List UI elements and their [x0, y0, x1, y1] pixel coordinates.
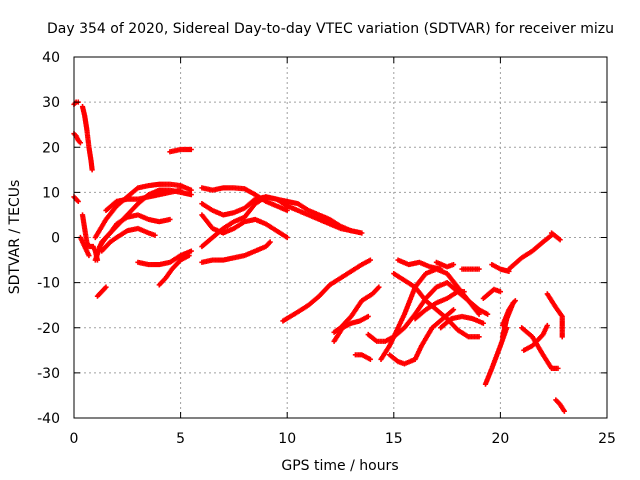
- data-point: [557, 237, 563, 243]
- x-tick-label: 20: [491, 431, 509, 447]
- data-point: [86, 252, 92, 259]
- x-tick-labels: 0 5 10 15 20 25: [70, 431, 616, 447]
- x-tick-label: 25: [598, 431, 616, 447]
- y-tick-labels: -40 -30 -20 -10 0 10 20 30 40: [37, 50, 60, 427]
- axis-ticks: [73, 56, 608, 419]
- y-tick-label: 40: [42, 50, 60, 66]
- data-point: [167, 216, 173, 223]
- data-point: [476, 266, 482, 272]
- data-point: [267, 239, 273, 245]
- y-tick-label: 30: [42, 95, 60, 111]
- data-point: [476, 334, 482, 340]
- data-point: [559, 334, 565, 340]
- data-point: [188, 187, 194, 193]
- data-point: [365, 313, 371, 320]
- y-tick-label: -10: [37, 276, 60, 292]
- data-point: [152, 232, 158, 238]
- x-tick-label: 10: [278, 431, 296, 447]
- data-point: [186, 252, 192, 259]
- y-tick-label: 0: [51, 231, 60, 247]
- data-point: [367, 257, 373, 263]
- x-tick-label: 15: [385, 431, 403, 447]
- x-axis-label: GPS time / hours: [281, 458, 398, 474]
- y-tick-label: -30: [37, 366, 60, 382]
- x-tick-label: 0: [70, 431, 79, 447]
- data-point: [188, 192, 194, 198]
- data-point: [480, 320, 486, 326]
- data-point: [376, 284, 382, 290]
- y-axis-label: SDTVAR / TECUs: [7, 180, 23, 295]
- data-point: [188, 248, 194, 254]
- data-point: [461, 289, 467, 295]
- data-point: [89, 167, 95, 173]
- data-point: [544, 322, 550, 329]
- data-point: [178, 187, 184, 193]
- x-tick-label: 5: [176, 431, 185, 447]
- data-marks: [71, 99, 567, 414]
- data-point: [485, 311, 491, 317]
- data-point: [367, 356, 373, 362]
- grid: [74, 57, 607, 418]
- data-point: [77, 140, 83, 146]
- data-point: [348, 228, 354, 234]
- data-point: [188, 146, 194, 153]
- data-point: [450, 261, 457, 268]
- data-point: [476, 311, 482, 317]
- y-tick-label: -20: [37, 321, 60, 337]
- data-point: [450, 307, 457, 313]
- data-point: [103, 284, 109, 290]
- data-point: [510, 300, 516, 306]
- data-point: [497, 289, 503, 295]
- data-point: [284, 234, 290, 241]
- data-point: [284, 207, 290, 214]
- data-point: [75, 198, 81, 204]
- data-point: [555, 365, 561, 371]
- y-tick-label: 10: [42, 185, 60, 201]
- data-point: [561, 408, 567, 414]
- y-tick-label: 20: [42, 140, 60, 156]
- y-tick-label: -40: [37, 411, 60, 427]
- chart-title: Day 354 of 2020, Sidereal Day-to-day VTE…: [47, 21, 614, 37]
- data-point: [359, 230, 365, 236]
- data-point: [438, 266, 444, 272]
